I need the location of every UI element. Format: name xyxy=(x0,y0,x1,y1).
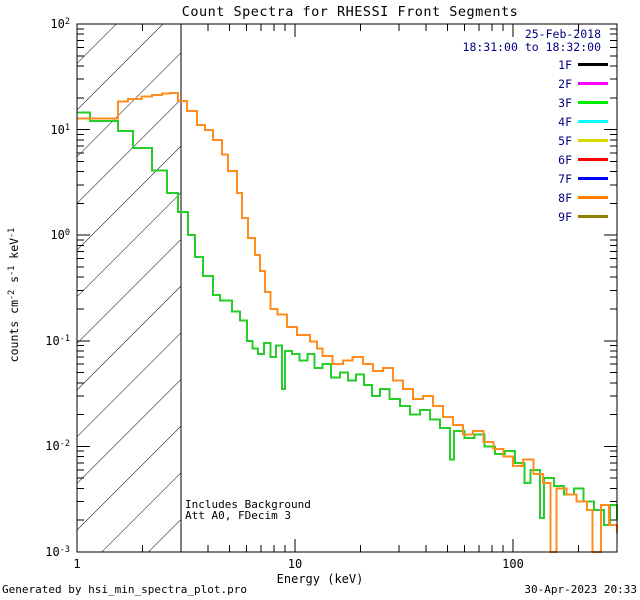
legend-label: 5F xyxy=(558,133,572,148)
legend-swatch xyxy=(578,177,608,180)
y-tick-label-1e-3: 10-3 xyxy=(45,545,70,559)
plot-frame xyxy=(76,23,618,553)
legend-item-5f: 5F xyxy=(558,131,608,150)
hatched-low-energy-region xyxy=(77,24,181,552)
x-axis-label: Energy (keV) xyxy=(276,572,364,586)
legend-item-7f: 7F xyxy=(558,169,608,188)
observation-time-range: 18:31:00 to 18:32:00 xyxy=(462,40,601,54)
legend-swatch xyxy=(578,82,608,85)
legend-swatch xyxy=(578,139,608,142)
legend-label: 9F xyxy=(558,209,572,224)
legend-swatch xyxy=(578,101,608,104)
annotation-attenuator: Att A0, FDecim 3 xyxy=(185,509,291,522)
y-tick-label-1e-2: 10-2 xyxy=(45,439,70,453)
x-tick-label-10: 10 xyxy=(287,557,303,571)
legend-swatch xyxy=(578,215,608,218)
generated-by-text: Generated by hsi_min_spectra_plot.pro xyxy=(2,583,248,596)
y-tick-label-1e2: 102 xyxy=(50,17,70,31)
legend-label: 7F xyxy=(558,171,572,186)
legend-item-2f: 2F xyxy=(558,74,608,93)
y-tick-label-1e0: 100 xyxy=(50,228,70,242)
legend: 1F 2F 3F 4F 5F 6F 7F 8F 9F xyxy=(558,55,608,226)
page-title: Count Spectra for RHESSI Front Segments xyxy=(181,4,519,20)
legend-item-3f: 3F xyxy=(558,93,608,112)
y-axis-label: counts cm-2 s-1 keV-1 xyxy=(6,227,21,363)
series-8f-curve xyxy=(77,91,618,553)
legend-swatch xyxy=(578,196,608,199)
legend-label: 3F xyxy=(558,95,572,110)
legend-item-8f: 8F xyxy=(558,188,608,207)
legend-swatch xyxy=(578,63,608,66)
y-tick-label-1e-1: 10-1 xyxy=(45,334,70,348)
x-tick-label-100: 100 xyxy=(502,557,524,571)
legend-label: 4F xyxy=(558,114,572,129)
x-tick-label-1: 1 xyxy=(73,557,81,571)
axis-ticks xyxy=(76,23,617,553)
legend-label: 6F xyxy=(558,152,572,167)
legend-label: 2F xyxy=(558,76,572,91)
legend-item-4f: 4F xyxy=(558,112,608,131)
legend-item-9f: 9F xyxy=(558,207,608,226)
legend-swatch xyxy=(578,158,608,161)
render-timestamp: 30-Apr-2023 20:33 xyxy=(524,583,637,596)
legend-swatch xyxy=(578,120,608,123)
plot-annotation: Includes Background Att A0, FDecim 3 xyxy=(185,499,311,521)
observation-date: 25-Feb-2018 xyxy=(524,27,601,41)
legend-item-1f: 1F xyxy=(558,55,608,74)
legend-item-6f: 6F xyxy=(558,150,608,169)
y-tick-label-1e1: 101 xyxy=(50,123,70,137)
observation-datetime: 25-Feb-2018 18:31:00 to 18:32:00 xyxy=(463,28,601,54)
legend-label: 1F xyxy=(558,57,572,72)
legend-label: 8F xyxy=(558,190,572,205)
annotation-background: Includes Background xyxy=(185,498,311,511)
